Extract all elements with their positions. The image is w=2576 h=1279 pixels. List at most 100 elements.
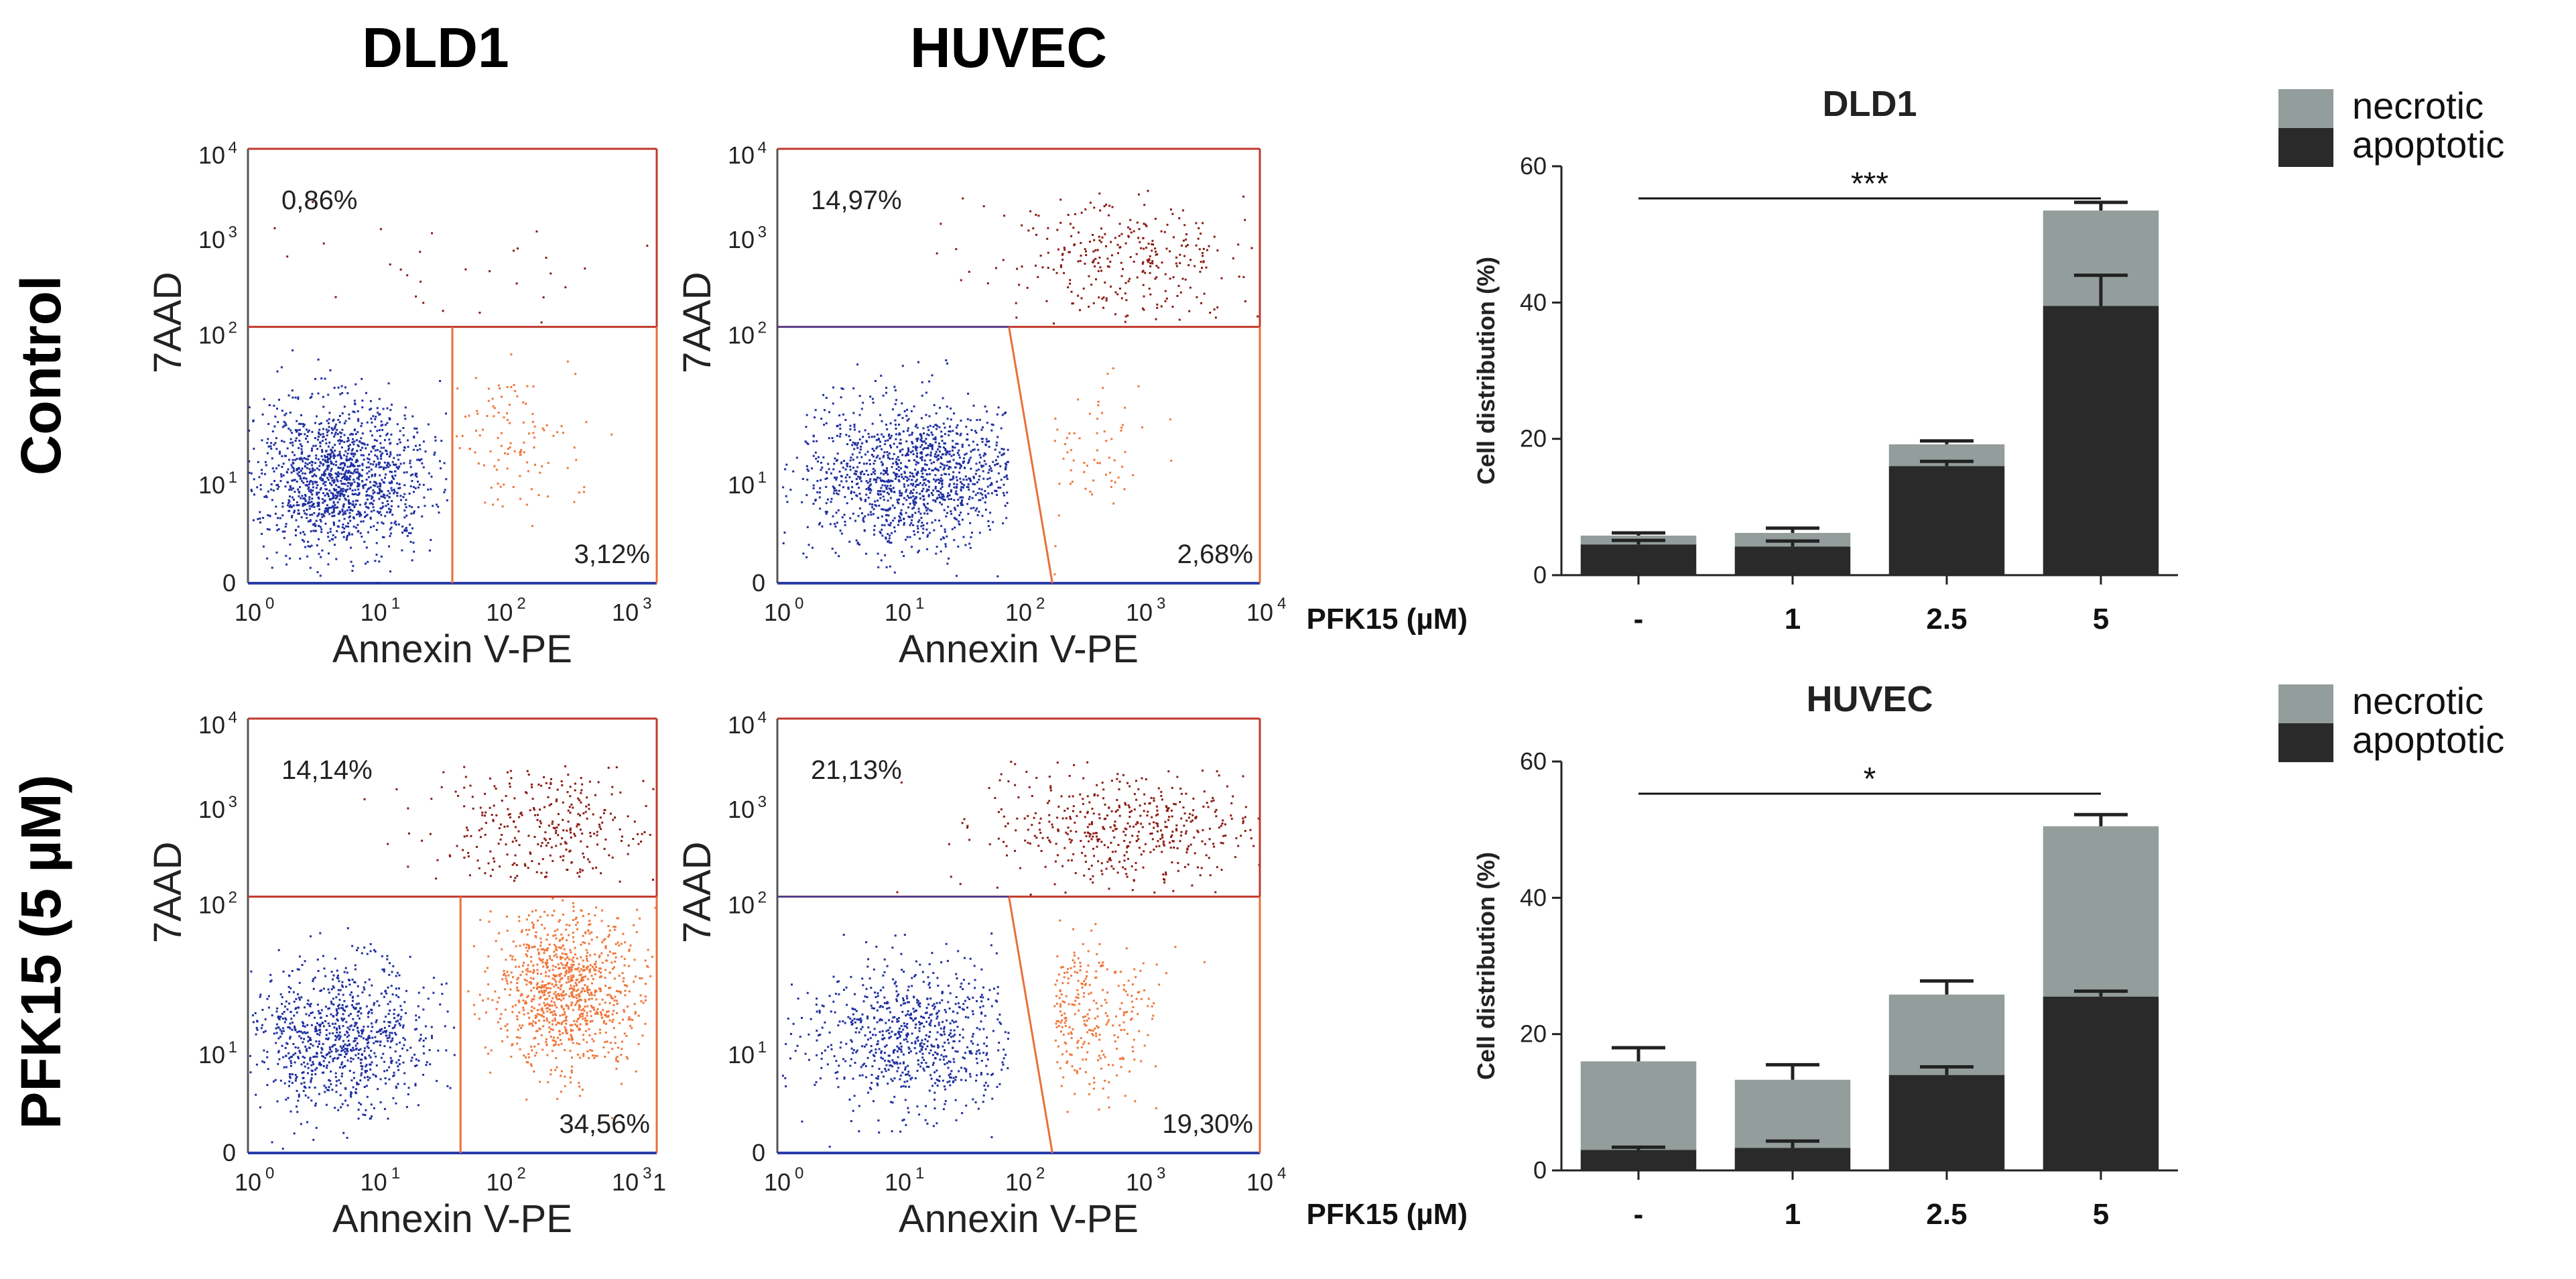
y-tick-exponent: 1 xyxy=(229,469,237,487)
y-tick-label: 40 xyxy=(1520,288,1547,316)
x-category-label: 1 xyxy=(1785,603,1801,635)
y-tick-exponent: 1 xyxy=(758,469,767,487)
y-tick-exponent: 2 xyxy=(229,889,237,907)
chart-title: DLD1 xyxy=(1822,84,1917,124)
y-tick-label: 10 xyxy=(198,141,225,169)
legend-swatch-apoptotic xyxy=(2278,723,2333,762)
row-title-control: Control xyxy=(9,276,72,476)
x-tick-exponent: 1 xyxy=(391,595,400,613)
y-axis-label: Cell distribution (%) xyxy=(1472,852,1500,1080)
flow-panel-huvec-pfk15: 21,13%19,30%010 110 210 310 410 0 10 1 10 2 10 3 10 4… xyxy=(675,709,1286,1241)
bar-chart-dld1: DLD1 Cell distribution (%) 0 20 40 60 - 1 2.5 5 PF… xyxy=(1307,84,2505,635)
legend-swatch-apoptotic xyxy=(2278,128,2333,167)
x-tick-exponent: 1 xyxy=(915,1164,924,1182)
y-tick-label: 10 xyxy=(728,226,755,253)
x-tick-exponent: 3 xyxy=(643,1164,651,1182)
bar-necrotic xyxy=(1734,1079,1851,1148)
y-tick-exponent: 4 xyxy=(758,139,767,157)
x-tick-label: 10 xyxy=(1005,1168,1032,1196)
row-title-pfk15: PFK15 (5 µM) xyxy=(9,774,72,1129)
y-tick-label: 10 xyxy=(198,892,225,919)
x-tick-label: 10 xyxy=(486,599,513,626)
y-tick-label: 10 xyxy=(198,796,225,823)
x-tick-exponent: 2 xyxy=(1036,1164,1045,1182)
y-tick-label: 10 xyxy=(728,141,755,169)
x-category-label: 5 xyxy=(2093,1198,2109,1231)
x-tick-label: 10 xyxy=(1126,1168,1153,1196)
y-tick-label: 10 xyxy=(728,471,755,499)
bar-apoptotic xyxy=(1580,1150,1697,1170)
x-axis-label: Annexin V-PE xyxy=(332,1197,572,1241)
x-tick-exponent: 0 xyxy=(795,1164,803,1182)
y-tick-label: 60 xyxy=(1520,747,1547,775)
x-tick-label: 10 xyxy=(764,1168,791,1196)
x-tick-exponent: 0 xyxy=(265,595,274,613)
x-tick-exponent: 3 xyxy=(643,595,651,613)
y-axis-label: 7AAD xyxy=(146,841,190,943)
x-tick-exponent: 3 xyxy=(1157,595,1165,613)
legend-swatch-necrotic xyxy=(2278,684,2333,723)
y-tick-label: 20 xyxy=(1520,1020,1547,1048)
legend-label-apoptotic: apoptotic xyxy=(2352,719,2504,761)
x-tick-label: 10 xyxy=(612,1168,639,1196)
x-tick-label: 10 xyxy=(612,599,639,626)
y-tick-exponent: 2 xyxy=(758,889,767,907)
x-tick-exponent: 0 xyxy=(265,1164,274,1182)
x-tick-exponent: 0 xyxy=(795,595,803,613)
y-tick-exponent: 3 xyxy=(229,223,237,241)
legend-label-apoptotic: apoptotic xyxy=(2352,123,2504,166)
lower-percentage: 34,56% xyxy=(559,1109,650,1139)
x-axis-label: Annexin V-PE xyxy=(899,627,1139,671)
flow-cytometry-panels: 0,86%3,12%010 110 210 310 410 0 10 1 10 2 10 3Annex… xyxy=(146,139,1286,1241)
bar-apoptotic xyxy=(2043,306,2159,575)
annexin-gate-line xyxy=(1008,326,1053,584)
annexin-gate-line xyxy=(1008,896,1053,1154)
y-tick-zero: 0 xyxy=(222,569,236,597)
significance-marker: *** xyxy=(1851,166,1888,202)
x-tick-exponent: 2 xyxy=(517,1164,525,1182)
event-dots xyxy=(249,765,657,1150)
lower-percentage: 2,68% xyxy=(1177,540,1253,569)
y-axis-label: 7AAD xyxy=(675,271,719,373)
x-tick-label: 1 xyxy=(653,1168,666,1196)
legend-label-necrotic: necrotic xyxy=(2352,680,2484,722)
bar-necrotic xyxy=(2043,826,2159,997)
bar-necrotic xyxy=(1888,994,2005,1075)
lower-percentage: 3,12% xyxy=(574,540,650,569)
x-category-label: - xyxy=(1634,603,1644,635)
y-tick-label: 10 xyxy=(198,711,225,739)
y-tick-label: 10 xyxy=(198,471,225,499)
x-tick-label: 10 xyxy=(235,599,261,626)
y-tick-label: 10 xyxy=(728,892,755,919)
x-category-label: - xyxy=(1634,1198,1644,1231)
x-tick-label: 10 xyxy=(235,1168,261,1196)
y-tick-label: 10 xyxy=(728,796,755,823)
x-tick-label: 10 xyxy=(486,1168,513,1196)
x-tick-label: 10 xyxy=(361,1168,387,1196)
bar-charts: DLD1 Cell distribution (%) 0 20 40 60 - 1 2.5 5 PF… xyxy=(1307,84,2505,1231)
y-axis-label: 7AAD xyxy=(146,271,190,373)
x-tick-exponent: 1 xyxy=(391,1164,400,1182)
y-axis-label: 7AAD xyxy=(675,841,719,943)
y-axis-label: Cell distribution (%) xyxy=(1472,257,1500,485)
x-tick-exponent: 3 xyxy=(1157,1164,1165,1182)
y-tick-exponent: 4 xyxy=(229,139,237,157)
y-tick-exponent: 2 xyxy=(229,319,237,337)
x-tick-label: 10 xyxy=(1246,1168,1273,1196)
significance-marker: * xyxy=(1864,762,1876,797)
x-tick-label: 10 xyxy=(764,599,791,626)
upper-percentage: 14,97% xyxy=(811,186,902,215)
event-dots xyxy=(782,190,1259,578)
bar-apoptotic xyxy=(1580,544,1697,575)
x-axis-label: PFK15 (µM) xyxy=(1307,1198,1468,1231)
legend-swatch-necrotic xyxy=(2278,89,2333,128)
bar-apoptotic xyxy=(1888,466,2005,575)
y-tick-label: 60 xyxy=(1520,152,1547,180)
x-category-label: 2.5 xyxy=(1926,1198,1967,1231)
y-tick-label: 40 xyxy=(1520,884,1547,911)
x-category-label: 5 xyxy=(2093,603,2109,635)
y-tick-zero: 0 xyxy=(752,569,765,597)
y-tick-label: 10 xyxy=(198,322,225,349)
y-tick-label: 10 xyxy=(728,1041,755,1069)
bar-chart-huvec: HUVEC Cell distribution (%) 0 20 40 60 - 1 2.5 5 P… xyxy=(1307,679,2505,1231)
